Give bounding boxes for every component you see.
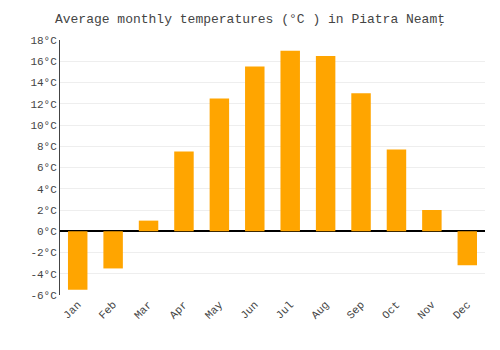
svg-text:16°C: 16°C — [30, 56, 57, 68]
svg-text:-6°C: -6°C — [30, 290, 57, 302]
svg-text:10°C: 10°C — [30, 120, 57, 132]
svg-text:18°C: 18°C — [30, 35, 57, 47]
svg-text:Dec: Dec — [451, 299, 473, 321]
svg-text:Feb: Feb — [97, 299, 119, 321]
svg-text:4°C: 4°C — [37, 184, 57, 196]
svg-text:Average monthly temperatures (: Average monthly temperatures (°C ) in Pi… — [55, 12, 445, 27]
svg-text:Apr: Apr — [167, 299, 189, 321]
svg-text:0°C: 0°C — [37, 226, 57, 238]
svg-text:14°C: 14°C — [30, 77, 57, 89]
svg-text:2°C: 2°C — [37, 205, 57, 217]
svg-text:Aug: Aug — [309, 299, 331, 321]
svg-text:Oct: Oct — [380, 299, 402, 321]
svg-text:Nov: Nov — [415, 299, 438, 322]
svg-text:Jan: Jan — [61, 299, 83, 321]
svg-text:Jun: Jun — [238, 299, 260, 321]
svg-text:Jul: Jul — [274, 299, 296, 321]
svg-text:Mar: Mar — [132, 299, 154, 321]
svg-text:May: May — [203, 299, 226, 322]
svg-text:6°C: 6°C — [37, 162, 57, 174]
svg-text:-2°C: -2°C — [30, 247, 57, 259]
svg-text:12°C: 12°C — [30, 99, 57, 111]
svg-text:8°C: 8°C — [37, 141, 57, 153]
svg-text:Sep: Sep — [345, 299, 367, 321]
svg-text:-4°C: -4°C — [30, 269, 57, 281]
